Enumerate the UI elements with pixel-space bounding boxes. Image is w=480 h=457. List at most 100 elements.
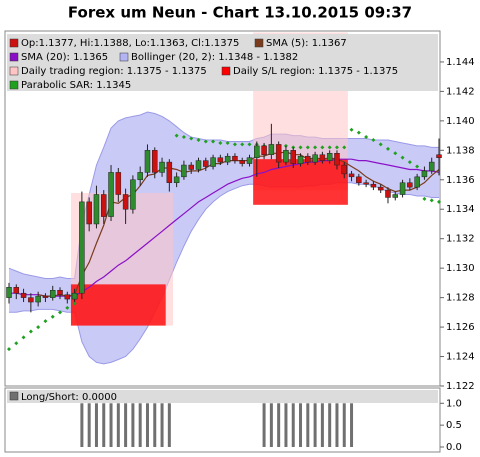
sma5-line — [38, 151, 440, 297]
long-short-bar — [277, 403, 281, 447]
candle-body — [326, 153, 333, 161]
y-tick-label: 1.138 — [446, 145, 475, 156]
candle-body — [115, 172, 122, 195]
legend-box — [7, 34, 438, 91]
sar-dot — [320, 145, 325, 150]
candle-body — [217, 157, 224, 163]
sar-dot — [36, 325, 41, 330]
sar-dot — [305, 145, 310, 150]
legend-swatch — [119, 52, 129, 62]
candle-body — [268, 144, 275, 155]
candle-body — [334, 153, 340, 166]
sar-dot — [174, 133, 179, 138]
y-tick-label: 1.144 — [446, 57, 475, 68]
y-tick-label: 1.132 — [446, 234, 475, 245]
long-short-bar — [320, 403, 324, 447]
sar-dot — [356, 130, 361, 135]
candle-body — [377, 186, 384, 191]
candle-body — [6, 287, 12, 298]
region — [253, 159, 348, 205]
sar-dot — [298, 145, 303, 150]
sar-dot — [203, 139, 208, 144]
long-short-bar — [109, 403, 113, 447]
candle-body — [414, 176, 420, 188]
sar-dot — [334, 145, 339, 150]
candle-body — [261, 145, 267, 155]
sar-dot — [72, 301, 77, 306]
legend-swatch — [221, 66, 231, 76]
long-short-bar — [167, 403, 171, 447]
candle-body — [421, 170, 428, 178]
legend-label: SMA (5): 1.1367 — [266, 38, 347, 49]
candle-body — [246, 157, 253, 164]
candle-body — [436, 154, 442, 158]
y-tick-label: 1.128 — [446, 293, 475, 304]
candle-body — [93, 194, 100, 225]
candle-body — [57, 290, 63, 295]
sar-dot — [422, 196, 427, 201]
sar-dot — [400, 155, 405, 160]
candle-body — [319, 154, 326, 161]
sar-dot — [327, 145, 332, 150]
candle-body — [312, 154, 318, 163]
y-tick-label: 1.130 — [446, 263, 475, 274]
chart-title: Forex um Neun - Chart 13.10.2015 09:37 — [68, 4, 412, 22]
sar-dot — [342, 145, 347, 150]
y-tick-label: 1.124 — [446, 352, 475, 363]
long-short-bar — [131, 403, 135, 447]
sar-dot — [349, 127, 354, 132]
candle-body — [122, 194, 129, 210]
candle-body — [130, 179, 136, 210]
long-short-bar — [87, 403, 91, 447]
sar-dot — [378, 142, 383, 147]
sar-dot — [429, 198, 434, 203]
candle-body — [159, 161, 165, 173]
sar-dot — [189, 136, 194, 141]
candle-body — [20, 292, 27, 298]
sar-dot — [313, 145, 318, 150]
candle-body — [275, 144, 282, 163]
candle-body — [399, 182, 406, 195]
sar-dot — [415, 164, 420, 169]
sar-dot — [437, 199, 441, 204]
long-short-bar — [269, 403, 273, 447]
sar-dot — [211, 139, 216, 144]
long-short-bar — [102, 403, 106, 447]
long-short-bar — [299, 403, 303, 447]
long-short-bar — [306, 403, 310, 447]
sar-dot — [65, 305, 70, 310]
sar-dot — [393, 151, 398, 156]
candle-body — [224, 155, 231, 163]
sar-dot — [196, 138, 201, 143]
legend-label: Daily S/L region: 1.1375 - 1.1375 — [233, 66, 398, 77]
candle-body — [137, 172, 143, 181]
candle-body — [100, 194, 107, 217]
candle-body — [188, 164, 194, 170]
candle-body — [49, 290, 56, 298]
legend-label: Long/Short: 0.0000 — [21, 392, 117, 403]
candle-body — [407, 182, 413, 188]
candle-body — [305, 155, 311, 163]
long-short-bar — [335, 403, 339, 447]
candle-body — [254, 145, 260, 158]
y-tick-label: 1.122 — [446, 381, 475, 392]
y-tick-label: 1.140 — [446, 116, 475, 127]
legend-swatch — [9, 38, 19, 48]
sar-dot — [364, 135, 369, 140]
candle-body — [428, 161, 435, 172]
sar-dot — [232, 142, 237, 147]
candle-body — [86, 201, 92, 225]
legend-box — [7, 390, 438, 403]
candle-body — [181, 164, 187, 178]
long-short-bar — [160, 403, 164, 447]
candle-body — [28, 297, 34, 303]
candle-body — [363, 182, 369, 185]
sar-dot — [50, 314, 55, 319]
long-short-bar — [291, 403, 295, 447]
sar-dot — [218, 140, 223, 145]
sar-dot — [58, 310, 63, 315]
y-tick-label: 1.136 — [446, 175, 475, 186]
y-tick-label: 0.5 — [446, 420, 462, 431]
legend-swatch — [9, 391, 19, 401]
